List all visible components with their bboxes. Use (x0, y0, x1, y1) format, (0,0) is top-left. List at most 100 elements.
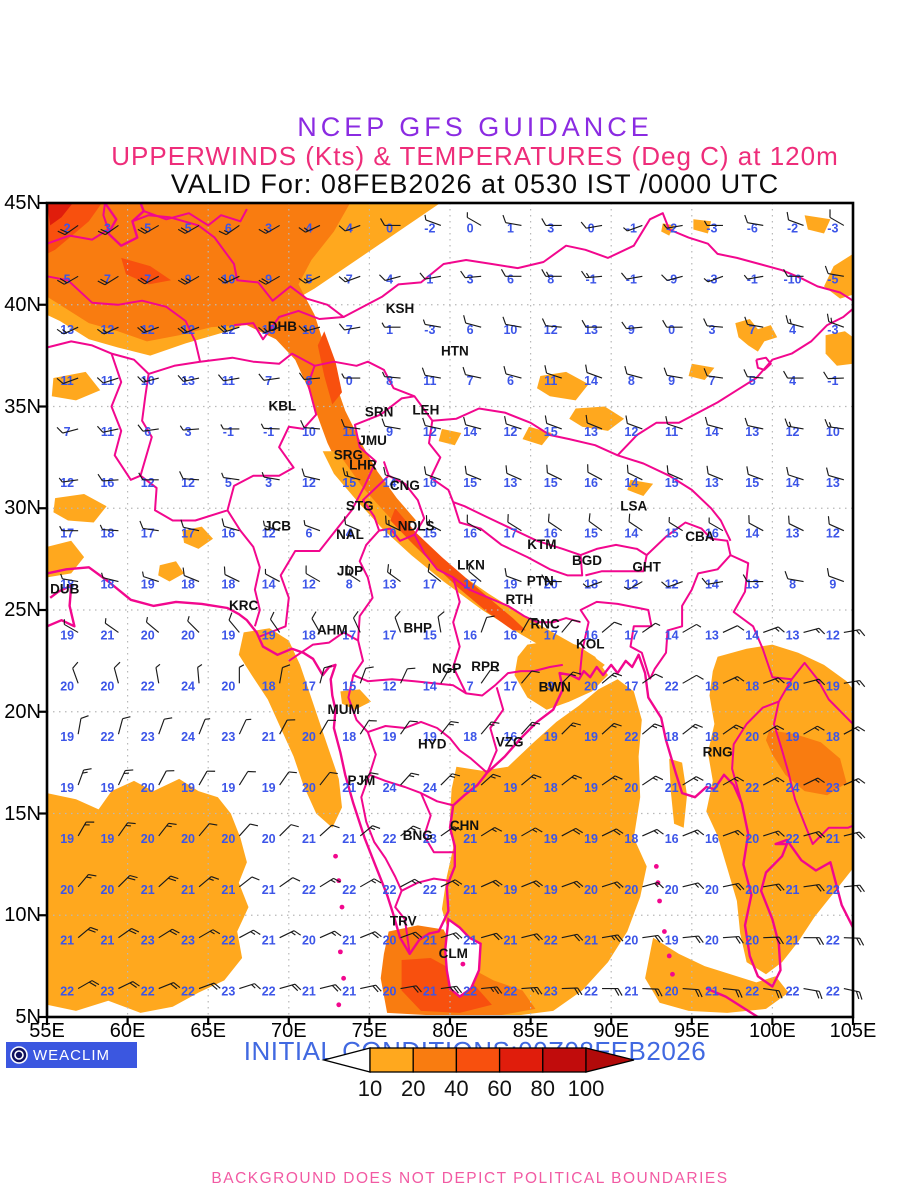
temperature-value: 12 (141, 323, 155, 337)
temperature-value: 5 (305, 272, 312, 286)
temperature-value: 2 (64, 221, 71, 235)
station-label-rpr: RPR (471, 659, 500, 674)
temperature-value: 7 (144, 272, 151, 286)
temperature-value: 19 (383, 730, 397, 744)
station-label-leh: LEH (412, 403, 439, 418)
temperature-value: -1 (626, 272, 637, 286)
lon-tick-label: 100E (749, 1020, 796, 1042)
temperature-value: 7 (346, 323, 353, 337)
temperature-value: 19 (221, 781, 235, 795)
temperature-value: 14 (584, 374, 598, 388)
lon-tick-label: 65E (190, 1020, 226, 1042)
temperature-value: 4 (789, 323, 796, 337)
temperature-value: 19 (100, 832, 114, 846)
temperature-value: 1 (386, 323, 393, 337)
temperature-value: 7 (346, 272, 353, 286)
temperature-value: 19 (60, 781, 74, 795)
temperature-value: 19 (544, 832, 558, 846)
temperature-value: 5 (144, 221, 151, 235)
lon-tick-label: 90E (593, 1020, 629, 1042)
legend-label: 40 (444, 1076, 468, 1101)
station-label-mum: MUM (327, 702, 359, 717)
temperature-value: 21 (423, 985, 437, 999)
temperature-value: 4 (789, 374, 796, 388)
temperature-value: 13 (786, 628, 800, 642)
temperature-value: 12 (60, 476, 74, 490)
temperature-value: 21 (302, 832, 316, 846)
temperature-value: 14 (463, 425, 477, 439)
temperature-value: -2 (424, 221, 435, 235)
temperature-value: 21 (423, 934, 437, 948)
temperature-value: 19 (786, 730, 800, 744)
temperature-value: 17 (503, 527, 517, 541)
temperature-value: 17 (423, 578, 437, 592)
station-label-bwn: BWN (539, 679, 571, 694)
station-label-hyd: HYD (418, 736, 447, 751)
temperature-value: 19 (262, 628, 276, 642)
temperature-value: 20 (141, 781, 155, 795)
temperature-value: 22 (544, 934, 558, 948)
temperature-value: 21 (463, 832, 477, 846)
temperature-value: 20 (584, 679, 598, 693)
temperature-value: 0 (467, 221, 474, 235)
temperature-value: 11 (61, 374, 74, 388)
temperature-value: 18 (342, 730, 356, 744)
temperature-value: 20 (302, 934, 316, 948)
station-label-cba: CBA (685, 529, 714, 544)
temperature-value: 12 (503, 425, 517, 439)
temperature-value: 11 (222, 374, 235, 388)
temperature-value: 14 (745, 527, 759, 541)
temperature-value: 22 (141, 679, 155, 693)
temperature-value: -1 (223, 425, 234, 439)
temperature-value: 21 (826, 832, 840, 846)
temperature-value: 10 (383, 527, 397, 541)
temperature-value: 20 (181, 628, 195, 642)
temperature-value: 15 (665, 476, 679, 490)
temperature-value: 15 (544, 476, 558, 490)
temperature-value: 11 (544, 374, 557, 388)
temperature-value: 0 (588, 221, 595, 235)
temperature-value: 17 (463, 578, 477, 592)
station-label-jdp: JDP (337, 563, 363, 578)
temperature-value: 21 (342, 781, 356, 795)
temperature-value: 20 (624, 781, 638, 795)
station-label-chn: CHN (450, 818, 479, 833)
station-label-pjm: PJM (347, 773, 375, 788)
temperature-value: 9 (265, 272, 272, 286)
station-label-clm: CLM (439, 946, 468, 961)
temperature-value: 7 (265, 374, 272, 388)
lon-tick-label: 70E (271, 1020, 307, 1042)
temperature-value: 18 (624, 832, 638, 846)
temperature-value: 22 (342, 883, 356, 897)
temperature-value: 13 (262, 323, 276, 337)
station-label-dhb: DHB (268, 319, 297, 334)
temperature-value: 20 (745, 832, 759, 846)
temperature-value: 21 (463, 934, 477, 948)
temperature-value: 12 (383, 679, 397, 693)
temperature-value: 20 (745, 934, 759, 948)
temperature-value: 16 (423, 476, 437, 490)
temperature-value: 18 (60, 578, 74, 592)
lat-tick-label: 30N (4, 497, 41, 520)
temperature-value: 18 (302, 628, 316, 642)
temperature-value: 20 (181, 832, 195, 846)
temperature-value: 6 (507, 272, 514, 286)
temperature-value: 21 (786, 934, 800, 948)
page-subtitle: UPPERWINDS (Kts) & TEMPERATURES (Deg C) … (111, 141, 839, 171)
temperature-value: 18 (262, 679, 276, 693)
page-title: NCEP GFS GUIDANCE (297, 112, 653, 142)
temperature-value: 22 (826, 934, 840, 948)
temperature-value: 21 (302, 985, 316, 999)
temperature-value: 19 (141, 578, 155, 592)
temperature-value: 24 (786, 781, 800, 795)
temperature-value: 7 (708, 374, 715, 388)
weaclim-logo: WEACLIM (6, 1042, 137, 1068)
temperature-value: 23 (100, 985, 114, 999)
temperature-value: 19 (60, 628, 74, 642)
lon-tick-label: 60E (109, 1020, 146, 1042)
temperature-value: -3 (827, 323, 838, 337)
temperature-value: 21 (584, 934, 598, 948)
temperature-value: 19 (503, 781, 517, 795)
temperature-value: 24 (423, 781, 437, 795)
